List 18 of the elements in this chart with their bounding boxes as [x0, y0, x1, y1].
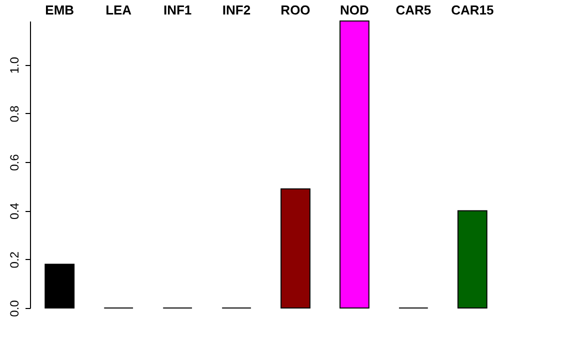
y-tick-label: 0.2	[8, 251, 22, 268]
x-tick-label: NOD	[340, 2, 369, 18]
x-tick-label: INF1	[163, 2, 192, 18]
bar	[44, 264, 75, 308]
y-tick-label: 0.8	[8, 105, 22, 122]
bar	[457, 210, 488, 308]
x-tick-label: LEA	[106, 2, 132, 18]
bar	[280, 188, 310, 308]
y-tick-label: 0.6	[8, 154, 22, 171]
x-tick-label: INF2	[222, 2, 251, 18]
y-tick-label: 1.0	[8, 56, 22, 74]
y-tick-label: 0.0	[8, 300, 22, 317]
x-tick-label: ROO	[280, 2, 310, 18]
x-tick-label: CAR15	[451, 2, 494, 18]
y-tick-label: 0.4	[8, 202, 22, 220]
x-tick-label: EMB	[45, 2, 74, 18]
x-tick-label: CAR5	[396, 2, 432, 18]
bar	[340, 20, 370, 308]
